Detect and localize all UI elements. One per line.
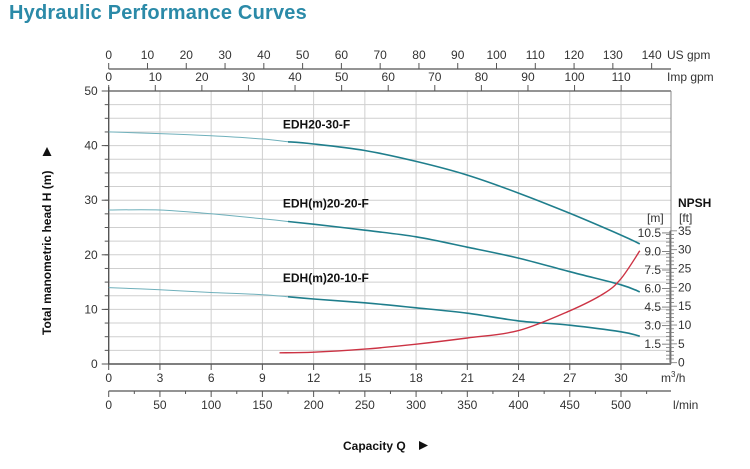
npsh-ft-unit: [ft]: [679, 211, 692, 225]
curves: [108, 131, 641, 354]
us-gpm-tick-label: 80: [412, 48, 426, 62]
x-tick-label: 24: [512, 371, 526, 385]
us-gpm-tick-label: 70: [373, 48, 387, 62]
page-title: Hydraulic Performance Curves: [9, 2, 307, 24]
npsh-ft-tick-label: 15: [678, 299, 692, 313]
l-min-unit-label: l/min: [673, 398, 698, 412]
imp-gpm-tick-label: 60: [382, 70, 396, 84]
imp-gpm-tick-label: 90: [521, 70, 535, 84]
l-min-tick-label: 200: [304, 398, 324, 412]
us-gpm-tick-label: 50: [296, 48, 310, 62]
us-gpm-tick-label: 120: [564, 48, 584, 62]
l-min-tick-label: 500: [611, 398, 631, 412]
y-tick-label: 0: [91, 357, 98, 371]
y-tick-label: 20: [84, 248, 98, 262]
x-tick-label: 15: [358, 371, 372, 385]
curve-label: EDH(m)20-10-F: [283, 271, 369, 285]
x-tick-label: 27: [563, 371, 577, 385]
l-min-tick-label: 350: [457, 398, 477, 412]
curve-edh20-30-f: [287, 141, 641, 245]
us-gpm-tick-label: 10: [141, 48, 155, 62]
l-min-tick-label: 50: [153, 398, 167, 412]
us-gpm-unit-label: US gpm: [667, 48, 710, 62]
x-tick-label: 21: [461, 371, 475, 385]
x-axis-title: Capacity Q: [343, 439, 406, 453]
imp-gpm-tick-label: 100: [565, 70, 585, 84]
us-gpm-tick-label: 60: [335, 48, 349, 62]
npsh-ft-tick-label: 5: [678, 337, 685, 351]
x-tick-label: 6: [208, 371, 215, 385]
us-gpm-tick-label: 130: [603, 48, 623, 62]
grid: [108, 91, 671, 364]
npsh-axis-title: NPSH: [678, 196, 711, 210]
l-min-tick-label: 450: [560, 398, 580, 412]
l-min-tick-label: 300: [406, 398, 426, 412]
curve-edh-m-20-20-f: [287, 220, 641, 293]
npsh-ft-tick-label: 0: [678, 356, 685, 370]
us-gpm-tick-label: 30: [218, 48, 232, 62]
imp-gpm-tick-label: 50: [335, 70, 349, 84]
x-tick-label: 3: [157, 371, 164, 385]
y-tick-label: 40: [84, 139, 98, 153]
imp-gpm-tick-label: 70: [428, 70, 442, 84]
npsh-m-tick-label: 6.0: [644, 282, 661, 296]
npsh-ft-tick-label: 20: [678, 280, 692, 294]
imp-gpm-tick-label: 30: [242, 70, 256, 84]
npsh-ft-tick-label: 30: [678, 243, 692, 257]
npsh-ft-tick-label: 10: [678, 318, 692, 332]
us-gpm-tick-label: 90: [451, 48, 465, 62]
imp-gpm-tick-label: 20: [195, 70, 209, 84]
x-tick-label: 12: [307, 371, 321, 385]
npsh-ft-tick-label: 25: [678, 262, 692, 276]
npsh-m-tick-label: 9.0: [644, 244, 661, 258]
y-tick-label: 30: [84, 193, 98, 207]
us-gpm-tick-label: 40: [257, 48, 271, 62]
us-gpm-tick-label: 100: [486, 48, 506, 62]
axes: [101, 63, 677, 397]
imp-gpm-tick-label: 80: [475, 70, 489, 84]
x-axis-arrow-icon: [419, 441, 428, 450]
x-tick-label: 9: [259, 371, 266, 385]
x-tick-label: 18: [409, 371, 423, 385]
imp-gpm-tick-label: 0: [105, 70, 112, 84]
y-axis-title-text: Total manometric head H (m): [40, 171, 54, 335]
imp-gpm-tick-label: 110: [612, 70, 631, 84]
curve-edh-m-20-20-f-extended: [108, 209, 289, 222]
curve-label: EDH(m)20-20-F: [283, 196, 369, 210]
x-axis-title-text: Capacity Q: [343, 439, 406, 453]
us-gpm-tick-label: 0: [105, 48, 112, 62]
l-min-tick-label: 100: [201, 398, 221, 412]
y-tick-label: 50: [84, 84, 98, 98]
us-gpm-tick-label: 110: [526, 48, 545, 62]
y-axis-arrow-icon: [42, 147, 52, 156]
l-min-tick-label: 0: [105, 398, 112, 412]
imp-gpm-unit-label: Imp gpm: [667, 70, 714, 84]
npsh-m-tick-label: 7.5: [644, 263, 661, 277]
us-gpm-tick-label: 140: [642, 48, 662, 62]
x-tick-label: 30: [614, 371, 628, 385]
us-gpm-tick-label: 20: [180, 48, 194, 62]
curve-edh20-30-f-extended: [108, 131, 289, 143]
curve-edh-m-20-10-f-extended: [108, 287, 289, 298]
l-min-tick-label: 250: [355, 398, 375, 412]
npsh-m-tick-label: 1.5: [644, 337, 661, 351]
curve-edh-m-20-10-f: [287, 296, 641, 337]
npsh-curve: [279, 250, 641, 354]
y-tick-label: 10: [84, 302, 98, 316]
npsh-m-tick-label: 3.0: [644, 319, 661, 333]
curve-label: EDH20-30-F: [283, 118, 350, 132]
npsh-ft-tick-label: 35: [678, 224, 692, 238]
npsh-m-tick-label: 10.5: [638, 226, 662, 240]
imp-gpm-tick-label: 10: [149, 70, 163, 84]
l-min-tick-label: 400: [509, 398, 529, 412]
x-tick-label: 0: [105, 371, 112, 385]
imp-gpm-tick-label: 40: [288, 70, 302, 84]
x-unit-label: m3/h: [661, 370, 685, 385]
npsh-m-tick-label: 4.5: [644, 300, 661, 314]
npsh-m-unit: [m]: [647, 211, 664, 225]
y-axis-title: Total manometric head H (m): [40, 171, 54, 335]
l-min-tick-label: 150: [252, 398, 272, 412]
